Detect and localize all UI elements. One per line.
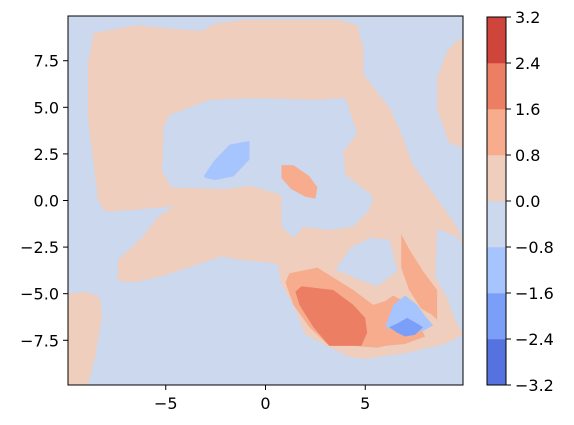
contour-region-negative-band-3-lower-right	[389, 317, 424, 337]
x-tick-label: 5	[360, 394, 370, 413]
colorbar-band	[487, 201, 506, 248]
colorbar-tick-label: −1.6	[515, 284, 554, 303]
colorbar: −3.2 −2.4 −1.6 −0.8 0.0 0.8 1.6 2.4 3.2	[486, 8, 554, 395]
colorbar-tick-label: 1.6	[515, 100, 540, 119]
plot-area	[67, 15, 464, 386]
colorbar-tick-label: 0.0	[515, 192, 540, 211]
x-axis: −5 0 5	[154, 385, 370, 413]
colorbar-band	[487, 17, 506, 64]
y-tick-label: 5.0	[34, 98, 59, 117]
contour-regions	[68, 19, 464, 385]
y-tick-label: 2.5	[34, 145, 59, 164]
contour-region-negative-band-2-left-blob	[203, 140, 250, 180]
contour-region-positive-band-2-right-arm	[401, 234, 438, 320]
y-axis: 7.5 5.0 2.5 0.0 −2.5 −5.0 −7.5	[20, 52, 68, 350]
y-tick-label: 0.0	[34, 192, 59, 211]
colorbar-band	[487, 247, 506, 294]
colorbar-tick-label: −3.2	[515, 376, 554, 395]
y-tick-label: −2.5	[20, 238, 59, 257]
contour-region-positive-band-3-lower	[295, 286, 368, 346]
contour-region-negative-band-central-hole	[161, 98, 374, 238]
y-tick-label: −5.0	[20, 285, 59, 304]
colorbar-tick-label: −2.4	[515, 330, 554, 349]
y-tick-label: −7.5	[20, 331, 59, 350]
x-tick-label: 0	[260, 394, 270, 413]
contour-region-negative-band-2-lower-right	[385, 295, 434, 333]
x-tick-label: −5	[154, 394, 178, 413]
contour-region-positive-band-bottom-left	[68, 291, 102, 385]
colorbar-tick-label: −0.8	[515, 238, 554, 257]
colorbar-band	[487, 155, 506, 202]
contour-region-positive-band-2-center	[281, 165, 318, 199]
contour-region-positive-band-right-edge	[437, 38, 463, 149]
colorbar-band	[487, 339, 506, 386]
contour-region-negative-band-lower-middle-notch	[335, 237, 398, 287]
colorbar-tick-label: 3.2	[515, 8, 540, 27]
colorbar-tick-label: 0.8	[515, 146, 540, 165]
y-tick-label: 7.5	[34, 52, 59, 71]
colorbar-tick-label: 2.4	[515, 54, 540, 73]
colorbar-band	[487, 109, 506, 156]
colorbar-band	[487, 63, 506, 110]
colorbar-band	[487, 293, 506, 340]
contour-region-negative-band-right-gap	[435, 228, 463, 335]
